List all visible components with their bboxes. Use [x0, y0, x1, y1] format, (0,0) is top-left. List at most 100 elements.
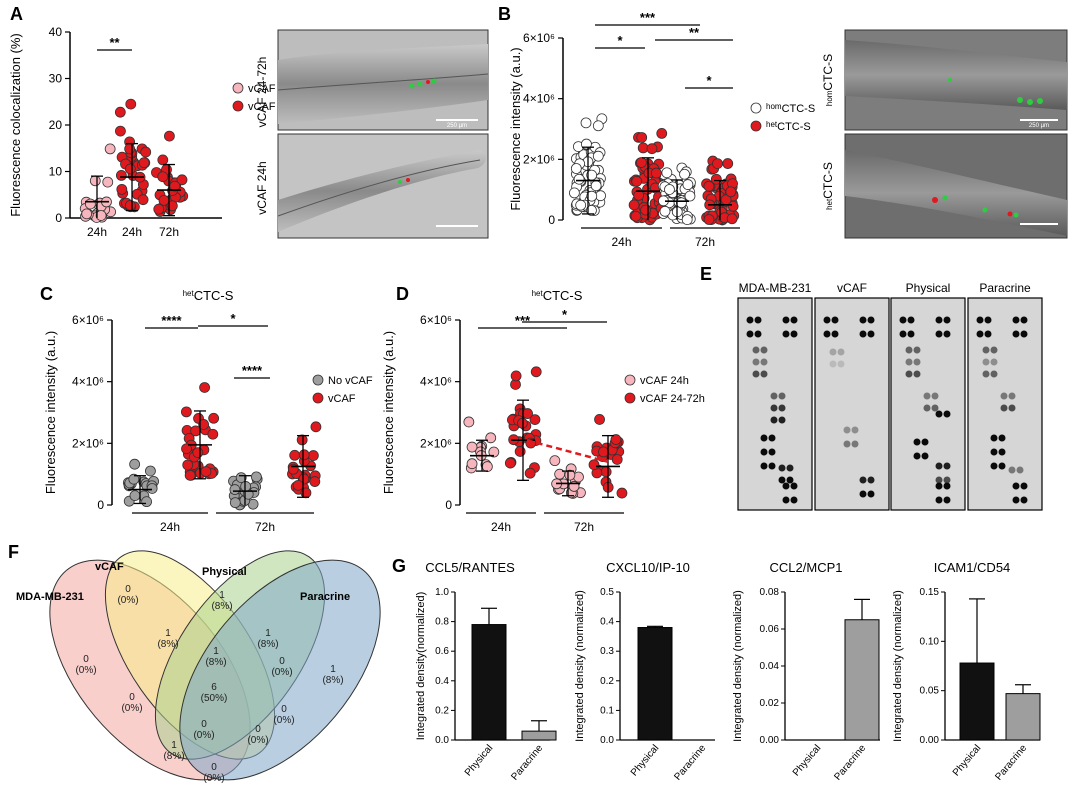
- legend-main: CTC-S: [777, 121, 811, 133]
- data-point: [575, 199, 587, 211]
- blot-dot: [907, 316, 915, 324]
- data-point: [124, 200, 136, 211]
- x-tick-label: 72h: [255, 520, 275, 534]
- y-tick-label: 0: [445, 498, 452, 512]
- blot-dot: [990, 434, 998, 442]
- micrograph-b-top-label: CTC-S: [821, 54, 835, 91]
- bar: [1005, 693, 1041, 741]
- blot-dot: [913, 358, 921, 366]
- panel-f: F MDA-MB-231 vCAF Physical Paracrine 0(0…: [8, 542, 381, 784]
- data-point: [140, 146, 152, 158]
- green-signal: [948, 78, 952, 82]
- blot-dot: [976, 330, 984, 338]
- scale-bar-label: 250 µm: [447, 123, 467, 129]
- blot-dot: [935, 330, 943, 338]
- blot-dot: [837, 360, 845, 368]
- red-signal: [426, 80, 430, 84]
- venn-region-count: 1: [165, 628, 171, 639]
- venn-region-count: 1: [213, 646, 219, 657]
- blot-dot: [990, 358, 998, 366]
- bar: [637, 627, 673, 741]
- chart-title-main: CTC-S: [543, 288, 583, 303]
- y-tick-label: 6×10⁶: [523, 31, 555, 45]
- blot-membrane: [967, 297, 1043, 511]
- y-axis-label: Fluorescence intensity (a.u.): [43, 331, 58, 494]
- venn-region-pct: (8%): [322, 675, 343, 686]
- data-point: [466, 441, 478, 453]
- data-point: [573, 173, 585, 185]
- blot-dot: [1008, 466, 1016, 474]
- y-tick-label: 2×10⁶: [523, 152, 555, 166]
- panel-label-f: F: [8, 542, 19, 562]
- data-point: [84, 198, 96, 210]
- blot-dot: [990, 448, 998, 456]
- venn-regions: 0(0%) 1(8%)1(8%)1(8%)0(0%)1(8%)1(8%) 0(0%)…: [75, 584, 343, 784]
- data-point: [640, 204, 651, 216]
- venn-region-count: 0: [125, 584, 131, 595]
- blot-dot: [867, 316, 875, 324]
- x-tick-label: 72h: [159, 225, 179, 239]
- green-signal: [1013, 212, 1019, 218]
- chart-g1: G CCL5/RANTES 0.0 0.2 0.4 0.6 0.8 1.0 Integrated…: [392, 556, 557, 783]
- blot-dot: [790, 330, 798, 338]
- blot-dot: [790, 496, 798, 504]
- blot-dot: [1008, 404, 1016, 412]
- blot-dot: [899, 330, 907, 338]
- blot-dot: [770, 392, 778, 400]
- venn-set-paracrine: [179, 559, 381, 781]
- data-point: [199, 382, 211, 393]
- y-tick-label: 0.05: [920, 686, 940, 697]
- blot-dot: [746, 330, 754, 338]
- chart-title: ICAM1/CD54: [934, 560, 1011, 575]
- data-point: [631, 175, 643, 187]
- blot-dot: [768, 448, 776, 456]
- blot-column-label: vCAF: [837, 281, 867, 295]
- blot-dot: [752, 346, 760, 354]
- legend-marker: [232, 82, 244, 94]
- blot-dot: [990, 370, 998, 378]
- svg-text:homCTC-S: homCTC-S: [821, 54, 835, 106]
- blot-dot: [1000, 404, 1008, 412]
- svg-text:hetCTC-S: hetCTC-S: [821, 162, 835, 210]
- data-point: [298, 449, 310, 461]
- blot-dot: [851, 440, 859, 448]
- micrograph-b-bottom-sup: het: [825, 198, 834, 210]
- blot-dot: [760, 370, 768, 378]
- data-point: [664, 184, 675, 195]
- x-tick-label: Physical: [791, 743, 823, 779]
- blot-dot: [943, 496, 951, 504]
- significance-label: *: [617, 33, 623, 48]
- data-point: [146, 483, 158, 494]
- panel-label: G: [392, 556, 406, 576]
- data-point: [529, 414, 541, 425]
- x-tick-label: Paracrine: [832, 743, 868, 783]
- data-point: [229, 497, 241, 509]
- legend-marker: [750, 120, 762, 132]
- legend-sup: hom: [766, 102, 782, 111]
- blot-dot: [760, 434, 768, 442]
- data-point: [125, 98, 137, 110]
- venn-region-pct: (8%): [257, 639, 278, 650]
- data-point: [463, 416, 475, 428]
- y-axis-label: Fluorescence intensity (a.u.): [508, 47, 523, 210]
- data-point: [229, 484, 241, 495]
- green-signal: [1017, 97, 1023, 103]
- green-signal: [417, 81, 423, 87]
- data-point: [309, 476, 321, 487]
- y-tick-label: 6×10⁶: [420, 313, 452, 327]
- venn-region-pct: (0%): [117, 595, 138, 606]
- venn-label-physical: Physical: [202, 566, 247, 578]
- blot-dot: [913, 346, 921, 354]
- y-tick-label: 20: [49, 118, 63, 132]
- blot-dot: [1012, 330, 1020, 338]
- panel-e: E MDA-MB-231 vCAF Physical Paracrine: [700, 264, 1043, 511]
- bar: [471, 624, 507, 741]
- x-tick-label: 24h: [611, 235, 631, 249]
- chart-title: CCL5/RANTES: [425, 560, 515, 575]
- data-point: [726, 213, 738, 225]
- data-point: [703, 180, 715, 192]
- x-tick-label: 24h: [160, 520, 180, 534]
- data-point: [485, 432, 497, 444]
- bar: [959, 662, 995, 741]
